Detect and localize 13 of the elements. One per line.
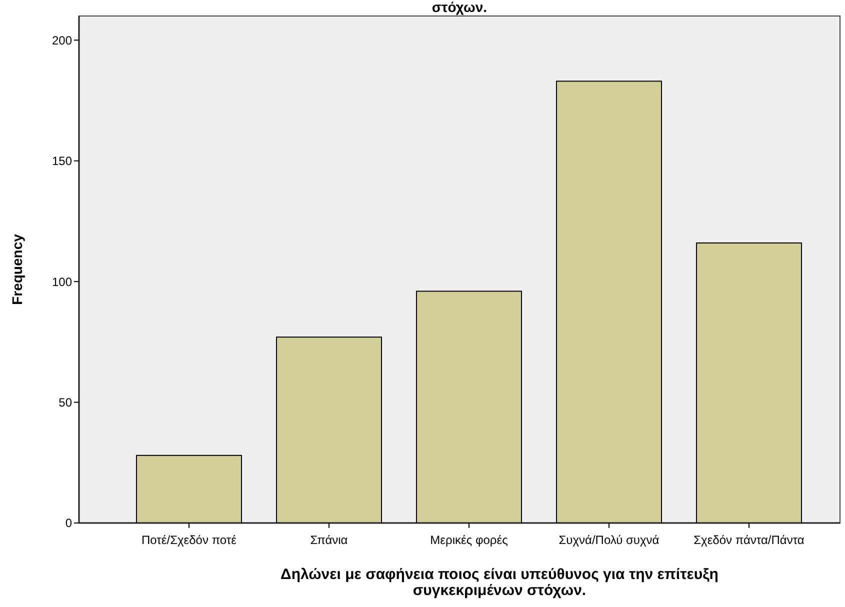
x-tick-label: Σπάνια [310,533,348,547]
y-tick-label: 50 [58,395,72,410]
chart-title: στόχων. [432,0,488,15]
y-axis-title: Frequency [9,234,25,305]
y-tick-label: 100 [52,274,72,289]
x-tick-label: Μερικές φορές [430,533,508,547]
y-tick-label: 200 [52,33,72,48]
x-tick-label: Σχεδόν πάντα/Πάντα [694,533,804,547]
y-tick-label: 150 [52,154,72,168]
y-tick-label: 0 [65,516,72,530]
x-tick-label: Συχνά/Πολύ συχνά [558,533,660,547]
x-axis-title: Δηλώνει με σαφήνεια ποιος είναι υπεύθυνος για την επίτευξη συγκεκριμένων στόχων. [280,566,718,599]
x-tick-label: Ποτέ/Σχεδόν ποτέ [141,533,238,547]
